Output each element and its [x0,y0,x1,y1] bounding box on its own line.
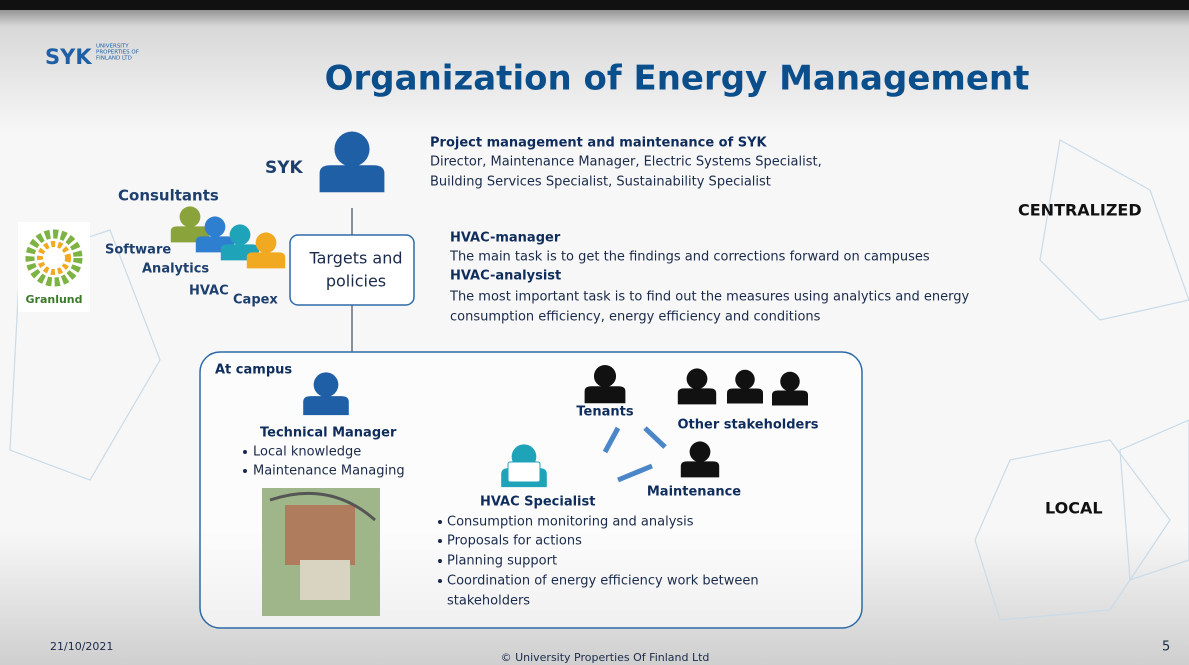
targets-box [290,235,414,305]
targets-text: policies [326,272,386,291]
campus-map [262,488,380,616]
footer-date: 21/10/2021 [50,640,113,653]
bullet-text: Consumption monitoring and analysis [447,515,694,530]
syk-line: Director, Maintenance Manager, Electric … [430,155,822,170]
title: Organization of Energy Management [325,59,1030,99]
role-line: consumption efficiency, energy efficienc… [450,310,821,325]
top-bar [0,0,1189,10]
bullet-text: Coordination of energy efficiency work b… [447,574,759,589]
level-label: LOCAL [1045,499,1103,518]
bullet-text: stakeholders [447,594,530,609]
group-label: Tenants [576,405,633,420]
technical-manager-title: Technical Manager [260,426,397,441]
hvac-specialist-title: HVAC Specialist [480,495,595,510]
role-heading: HVAC-manager [450,231,561,246]
group-label: Other stakeholders [677,418,818,433]
syk-line: Building Services Specialist, Sustainabi… [430,175,771,190]
consultant-item: Software [105,243,171,258]
role-heading: HVAC-analysist [450,269,561,284]
campus-label: At campus [215,363,292,378]
bullet-text: Planning support [447,554,557,569]
syk-label: SYK [265,158,304,178]
consultants-label: Consultants [118,187,219,205]
consultant-item: Capex [233,293,278,308]
bullet-text: Proposals for actions [447,534,582,549]
targets-text: Targets and [308,249,402,268]
logo-mark: SYK [45,45,92,69]
page-number: 5 [1162,640,1170,655]
footer-copyright: © University Properties Of Finland Ltd [501,651,710,664]
logo-text: FINLAND LTD [96,56,132,62]
role-line: The most important task is to find out t… [449,290,969,305]
consultant-item: Analytics [142,262,209,277]
syk-heading: Project management and maintenance of SY… [430,136,768,151]
partner-name: Granlund [25,293,82,306]
bullet-text: Maintenance Managing [253,464,405,479]
bullet-text: Local knowledge [253,445,361,460]
page: SYK UNIVERSITY PROPERTIES OF FINLAND LTD… [0,0,1189,665]
consultant-item: HVAC [189,284,229,299]
group-label: Maintenance [647,485,741,500]
role-line: The main task is to get the findings and… [449,250,930,265]
slide: SYK UNIVERSITY PROPERTIES OF FINLAND LTD… [0,0,1189,665]
level-label: CENTRALIZED [1018,201,1142,220]
